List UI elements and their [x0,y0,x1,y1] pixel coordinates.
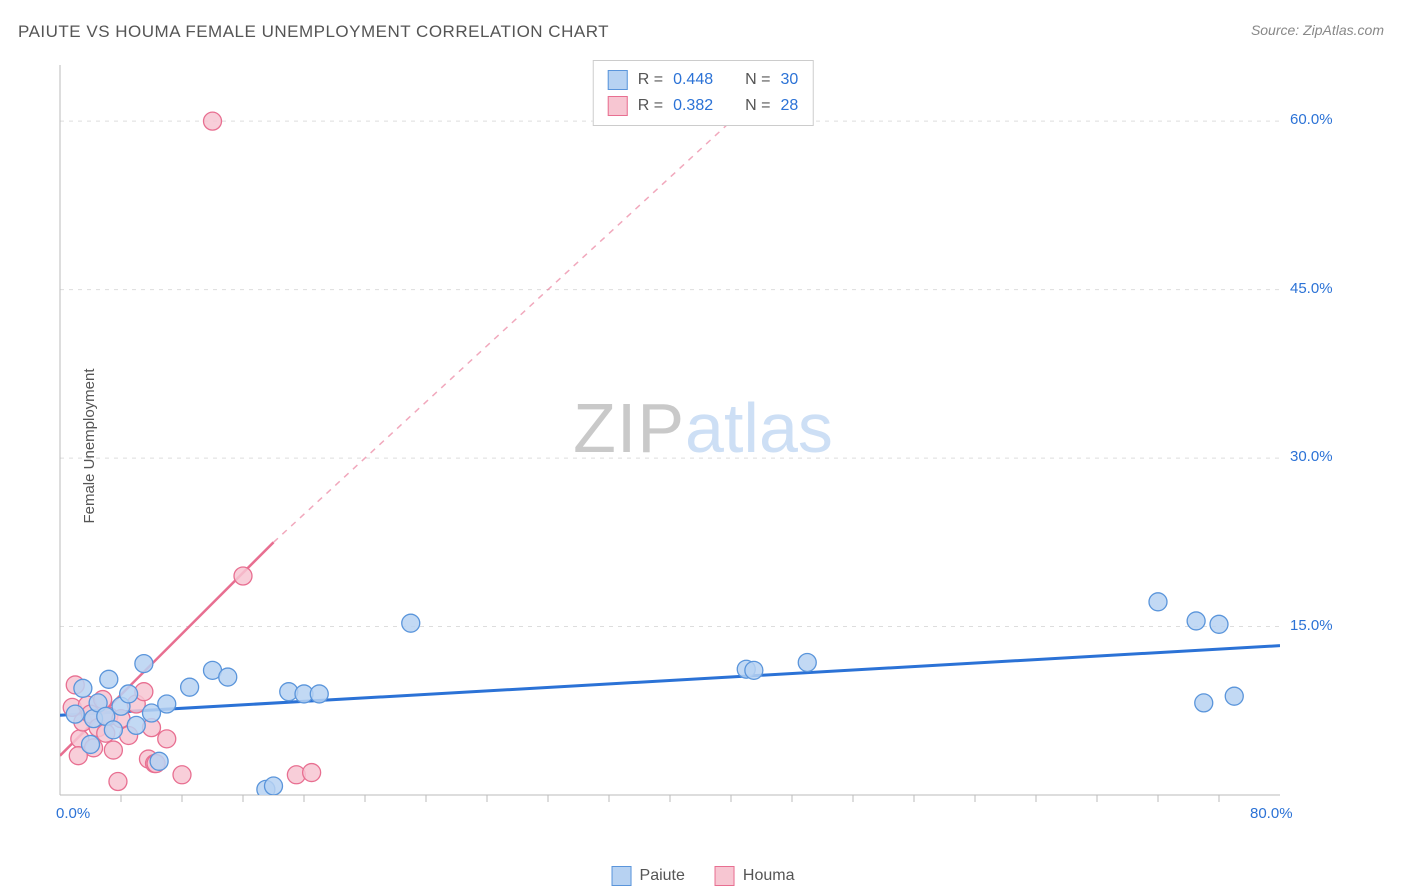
legend-houma: Houma [715,866,795,886]
r-label: R = [638,67,663,93]
r-value-paiute: 0.448 [673,67,713,93]
legend-houma-swatch [715,866,735,886]
source-attribution: Source: ZipAtlas.com [1251,22,1384,38]
y-tick-label: 15.0% [1290,617,1333,634]
y-tick-label: 30.0% [1290,448,1333,465]
swatch-paiute [608,70,628,90]
n-label: N = [745,67,770,93]
chart-title: PAIUTE VS HOUMA FEMALE UNEMPLOYMENT CORR… [18,22,609,42]
legend-paiute: Paiute [612,866,685,886]
r-value-houma: 0.382 [673,93,713,119]
scatter-plot-svg [50,55,1350,835]
x-tick-label-max: 80.0% [1250,805,1293,822]
legend-row-paiute: R = 0.448 N = 30 [608,67,799,93]
legend-houma-label: Houma [743,867,795,885]
legend-row-houma: R = 0.382 N = 28 [608,93,799,119]
series-legend: Paiute Houma [612,866,795,886]
x-tick-label-min: 0.0% [56,805,90,822]
legend-paiute-label: Paiute [640,867,685,885]
n-label: N = [745,93,770,119]
n-value-houma: 28 [780,93,798,119]
correlation-legend: R = 0.448 N = 30 R = 0.382 N = 28 [593,60,814,126]
chart-container: PAIUTE VS HOUMA FEMALE UNEMPLOYMENT CORR… [0,0,1406,892]
plot-area [50,55,1350,835]
swatch-houma [608,96,628,116]
n-value-paiute: 30 [780,67,798,93]
y-tick-label: 45.0% [1290,280,1333,297]
legend-paiute-swatch [612,866,632,886]
r-label: R = [638,93,663,119]
y-tick-label: 60.0% [1290,111,1333,128]
